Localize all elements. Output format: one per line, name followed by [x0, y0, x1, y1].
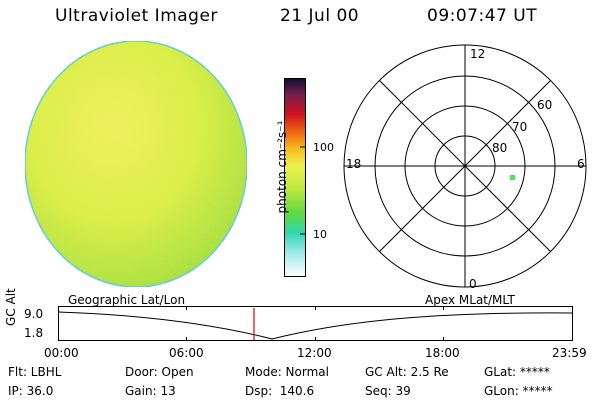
color-bar: [284, 78, 306, 277]
status-ip: IP: 36.0: [8, 384, 54, 398]
spacecraft-position-marker: [510, 175, 515, 180]
timeline-left-title: Geographic Lat/Lon: [68, 293, 186, 307]
status-glat: GLat: *****: [484, 365, 550, 379]
status-gain: Gain: 13: [125, 384, 176, 398]
timeline-y-max: 9.0: [24, 307, 44, 321]
mlt-label-18: 18: [346, 157, 362, 171]
lat-label-80: 80: [492, 141, 508, 155]
status-glon: GLon: *****: [484, 384, 553, 398]
x-tick-1200: 12:00: [297, 346, 332, 360]
x-tick-0600: 06:00: [169, 346, 204, 360]
mlt-label-12: 12: [470, 47, 486, 61]
date-display: 21 Jul 00: [280, 6, 360, 26]
colorbar-label: photon cm⁻²s⁻¹: [275, 120, 289, 214]
status-gc-alt: GC Alt: 2.5 Re: [365, 365, 449, 379]
colorbar-tick-10: 10: [313, 228, 327, 241]
lat-label-70: 70: [512, 120, 528, 134]
timeline-y-label: GC Alt: [4, 288, 18, 326]
mlt-label-6: 6: [577, 157, 585, 171]
x-tick-1800: 18:00: [425, 346, 460, 360]
colorbar-tick-100: 100: [313, 141, 334, 154]
polar-plot: [343, 44, 587, 288]
timeline-right-title: Apex MLat/MLT: [425, 293, 515, 307]
status-dsp: Dsp: 140.6: [245, 384, 315, 398]
lat-label-60: 60: [537, 98, 553, 112]
x-tick-2359: 23:59: [552, 346, 587, 360]
status-seq: Seq: 39: [365, 384, 411, 398]
timeline-y-min: 1.8: [24, 326, 44, 340]
timeline-frame: [58, 306, 573, 341]
mlt-label-0: 0: [469, 277, 477, 291]
status-mode: Mode: Normal: [245, 365, 329, 379]
x-tick-0000: 00:00: [44, 346, 79, 360]
status-door: Door: Open: [125, 365, 194, 379]
time-display: 09:07:47 UT: [427, 6, 538, 26]
uv-earth-image: [25, 40, 248, 288]
timeline-plot: [58, 306, 573, 341]
status-filter: Flt: LBHL: [8, 365, 62, 379]
altitude-curve: [58, 311, 573, 340]
app-title: Ultraviolet Imager: [55, 6, 218, 26]
